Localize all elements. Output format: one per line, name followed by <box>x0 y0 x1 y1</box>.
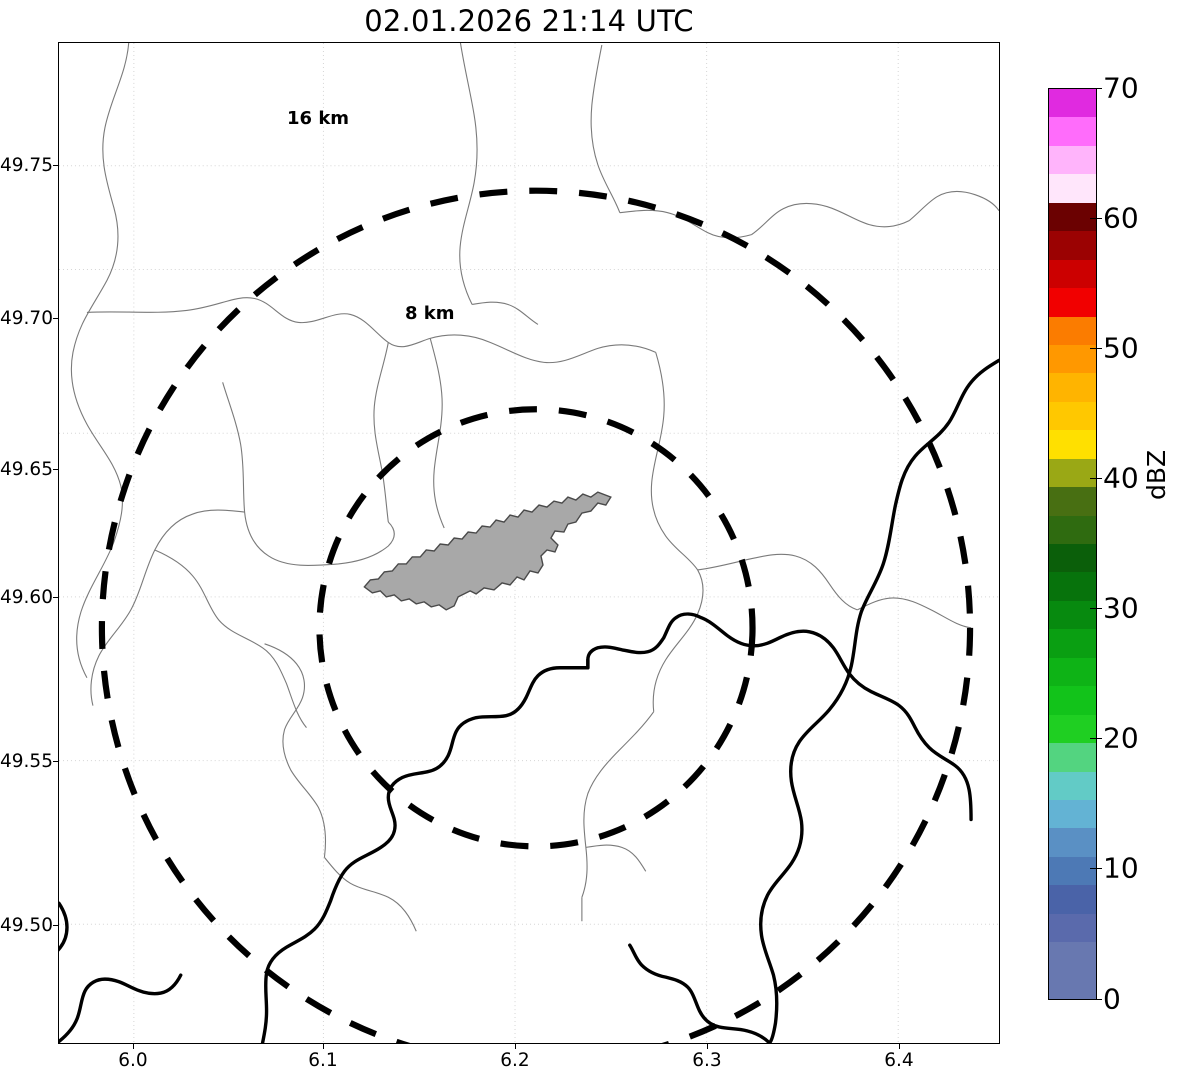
xtick-mark <box>515 1044 516 1049</box>
colorbar-band <box>1049 714 1096 744</box>
ring-label-8km: 8 km <box>405 303 455 324</box>
colorbar-tick-mark <box>1090 218 1102 220</box>
map-canvas <box>59 43 999 1043</box>
colorbar-tick-label: 50 <box>1103 331 1139 365</box>
range-rings <box>98 187 974 1043</box>
colorbar-tick-mark <box>1090 868 1102 870</box>
colorbar-tick-label: 70 <box>1103 71 1139 105</box>
ring-label-16km: 16 km <box>287 108 350 129</box>
ytick-mark <box>53 761 58 762</box>
colorbar-band <box>1049 686 1096 715</box>
colorbar-band <box>1049 771 1096 800</box>
colorbar-tick-mark <box>1090 88 1102 90</box>
colorbar-band <box>1049 885 1096 914</box>
colorbar-band <box>1049 544 1096 573</box>
ytick-mark <box>53 165 58 166</box>
colorbar-band <box>1049 401 1096 431</box>
colorbar-band <box>1049 145 1096 175</box>
colorbar-tick-mark <box>1090 348 1102 350</box>
colorbar-tick-label: 60 <box>1103 201 1139 235</box>
xtick-mark <box>707 1044 708 1049</box>
ytick-label: 49.75 <box>0 155 53 176</box>
colorbar-band <box>1049 913 1096 943</box>
colorbar-band <box>1049 174 1096 203</box>
colorbar-band <box>1049 600 1096 630</box>
ytick-mark <box>53 925 58 926</box>
xtick-label: 6.2 <box>500 1050 530 1071</box>
ytick-label: 49.55 <box>0 751 53 772</box>
ytick-label: 49.65 <box>0 459 53 480</box>
colorbar-band <box>1049 942 1096 971</box>
colorbar-band <box>1049 743 1096 772</box>
ytick-mark <box>53 597 58 598</box>
colorbar-band <box>1049 515 1096 544</box>
ytick-label: 49.70 <box>0 308 53 329</box>
colorbar[interactable] <box>1048 88 1097 1000</box>
colorbar-band <box>1049 202 1096 232</box>
colorbar-band <box>1049 89 1096 118</box>
range-ring-8km <box>316 406 756 850</box>
admin-boundaries <box>70 43 999 932</box>
colorbar-tick-mark <box>1090 999 1102 1001</box>
colorbar-tick-label: 0 <box>1103 982 1121 1016</box>
colorbar-band <box>1049 316 1096 345</box>
colorbar-band <box>1049 828 1096 857</box>
colorbar-band <box>1049 344 1096 374</box>
colorbar-band <box>1049 856 1096 886</box>
colorbar-band <box>1049 799 1096 829</box>
colorbar-axis-label: dBZ <box>1142 449 1171 500</box>
colorbar-tick-label: 20 <box>1103 721 1139 755</box>
xtick-label: 6.0 <box>118 1050 148 1071</box>
colorbar-tick-label: 30 <box>1103 591 1139 625</box>
colorbar-band <box>1049 117 1096 146</box>
city-area-polygon <box>363 491 612 611</box>
xtick-mark <box>133 1044 134 1049</box>
colorbar-band <box>1049 288 1096 317</box>
colorbar-tick-mark <box>1090 608 1102 610</box>
national-border <box>59 358 999 1043</box>
colorbar-band <box>1049 970 1096 999</box>
ytick-label: 49.60 <box>0 587 53 608</box>
colorbar-band <box>1049 259 1096 289</box>
colorbar-band <box>1049 458 1096 488</box>
colorbar-band <box>1049 430 1096 459</box>
xtick-mark <box>323 1044 324 1049</box>
ytick-mark <box>53 318 58 319</box>
colorbar-band <box>1049 373 1096 402</box>
range-ring-16km <box>98 187 974 1043</box>
xtick-mark <box>899 1044 900 1049</box>
colorbar-band <box>1049 487 1096 516</box>
ytick-mark <box>53 469 58 470</box>
colorbar-tick-mark <box>1090 478 1102 480</box>
colorbar-tick-mark <box>1090 738 1102 740</box>
colorbar-band <box>1049 572 1096 601</box>
xtick-label: 6.3 <box>692 1050 722 1071</box>
map-plot-area[interactable]: 16 km 8 km <box>58 42 1000 1044</box>
colorbar-band <box>1049 629 1096 658</box>
xtick-label: 6.4 <box>884 1050 914 1071</box>
colorbar-tick-label: 10 <box>1103 851 1139 885</box>
colorbar-band <box>1049 657 1096 687</box>
colorbar-band <box>1049 231 1096 260</box>
colorbar-tick-label: 40 <box>1103 461 1139 495</box>
page-title: 02.01.2026 21:14 UTC <box>364 4 694 38</box>
xtick-label: 6.1 <box>308 1050 338 1071</box>
ytick-label: 49.50 <box>0 915 53 936</box>
